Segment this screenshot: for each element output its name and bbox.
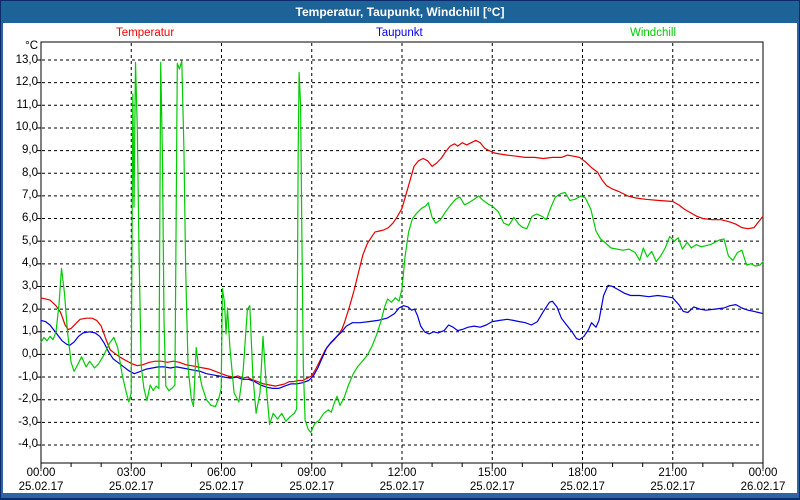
y-axis-label: 4,0 <box>22 257 38 270</box>
y-axis-label: 1,0 <box>22 325 38 338</box>
x-axis-time-label: 09:00 <box>297 467 327 479</box>
y-axis-unit-label: °C <box>25 40 38 52</box>
y-axis-label: -3,0 <box>18 415 38 428</box>
x-axis-time-label: 03:00 <box>116 467 146 479</box>
y-axis-label: 3,0 <box>22 279 38 292</box>
x-axis-date-label: 25.02.17 <box>560 481 605 493</box>
x-axis-time-label: 21:00 <box>658 467 688 479</box>
x-axis-date-label: 25.02.17 <box>469 481 515 493</box>
y-axis-label: -2,0 <box>18 393 38 406</box>
x-axis-time-label: 15:00 <box>477 467 507 479</box>
y-axis-label: -4,0 <box>18 438 38 451</box>
x-axis-time-label: 00:00 <box>26 467 56 479</box>
x-axis-date-label: 25.02.17 <box>108 481 154 493</box>
x-axis-date-label: 25.02.17 <box>18 481 64 493</box>
y-axis-label: 8,0 <box>22 166 38 179</box>
series-temperatur-line <box>40 139 764 387</box>
x-axis-date-label: 25.02.17 <box>379 481 425 493</box>
legend-item-windchill: Windchill <box>630 27 677 39</box>
y-axis-label: 13,0 <box>15 53 38 66</box>
title-bar[interactable]: Temperatur, Taupunkt, Windchill [°C] <box>1 1 799 23</box>
x-axis-date-label: 25.02.17 <box>650 481 696 493</box>
x-axis-time-label: 18:00 <box>568 467 597 479</box>
plot-frame <box>40 41 764 464</box>
x-axis-date-label: 25.02.17 <box>289 481 335 493</box>
y-axis-label: 12,0 <box>15 76 38 89</box>
x-axis-time-label: 06:00 <box>207 467 236 479</box>
x-axis-time-label: 12:00 <box>387 467 417 479</box>
y-axis-label: 9,0 <box>22 144 38 157</box>
legend-item-taupunkt: Taupunkt <box>376 27 423 39</box>
y-axis-label: 2,0 <box>22 302 38 315</box>
y-axis-label: 0,0 <box>22 347 38 360</box>
window-border-bottom <box>1 493 799 499</box>
y-axis-label: 6,0 <box>22 212 38 225</box>
y-axis-label: 5,0 <box>22 234 38 247</box>
series-taupunkt-line <box>40 284 764 389</box>
y-axis-label: 10,0 <box>15 121 38 134</box>
legend-item-temperatur: Temperatur <box>116 27 175 39</box>
x-axis-date-label: 26.02.17 <box>740 481 786 493</box>
window-border-left <box>1 23 3 495</box>
series-windchill-line <box>40 60 764 434</box>
x-axis-date-label: 25.02.17 <box>199 481 244 493</box>
window-title: Temperatur, Taupunkt, Windchill [°C] <box>295 5 505 19</box>
y-axis-label: -1,0 <box>18 370 38 383</box>
y-axis-label: 11,0 <box>16 98 38 111</box>
window-border-right <box>797 23 799 495</box>
x-axis-time-label: 00:00 <box>748 467 778 479</box>
y-axis-label: 7,0 <box>22 189 38 202</box>
